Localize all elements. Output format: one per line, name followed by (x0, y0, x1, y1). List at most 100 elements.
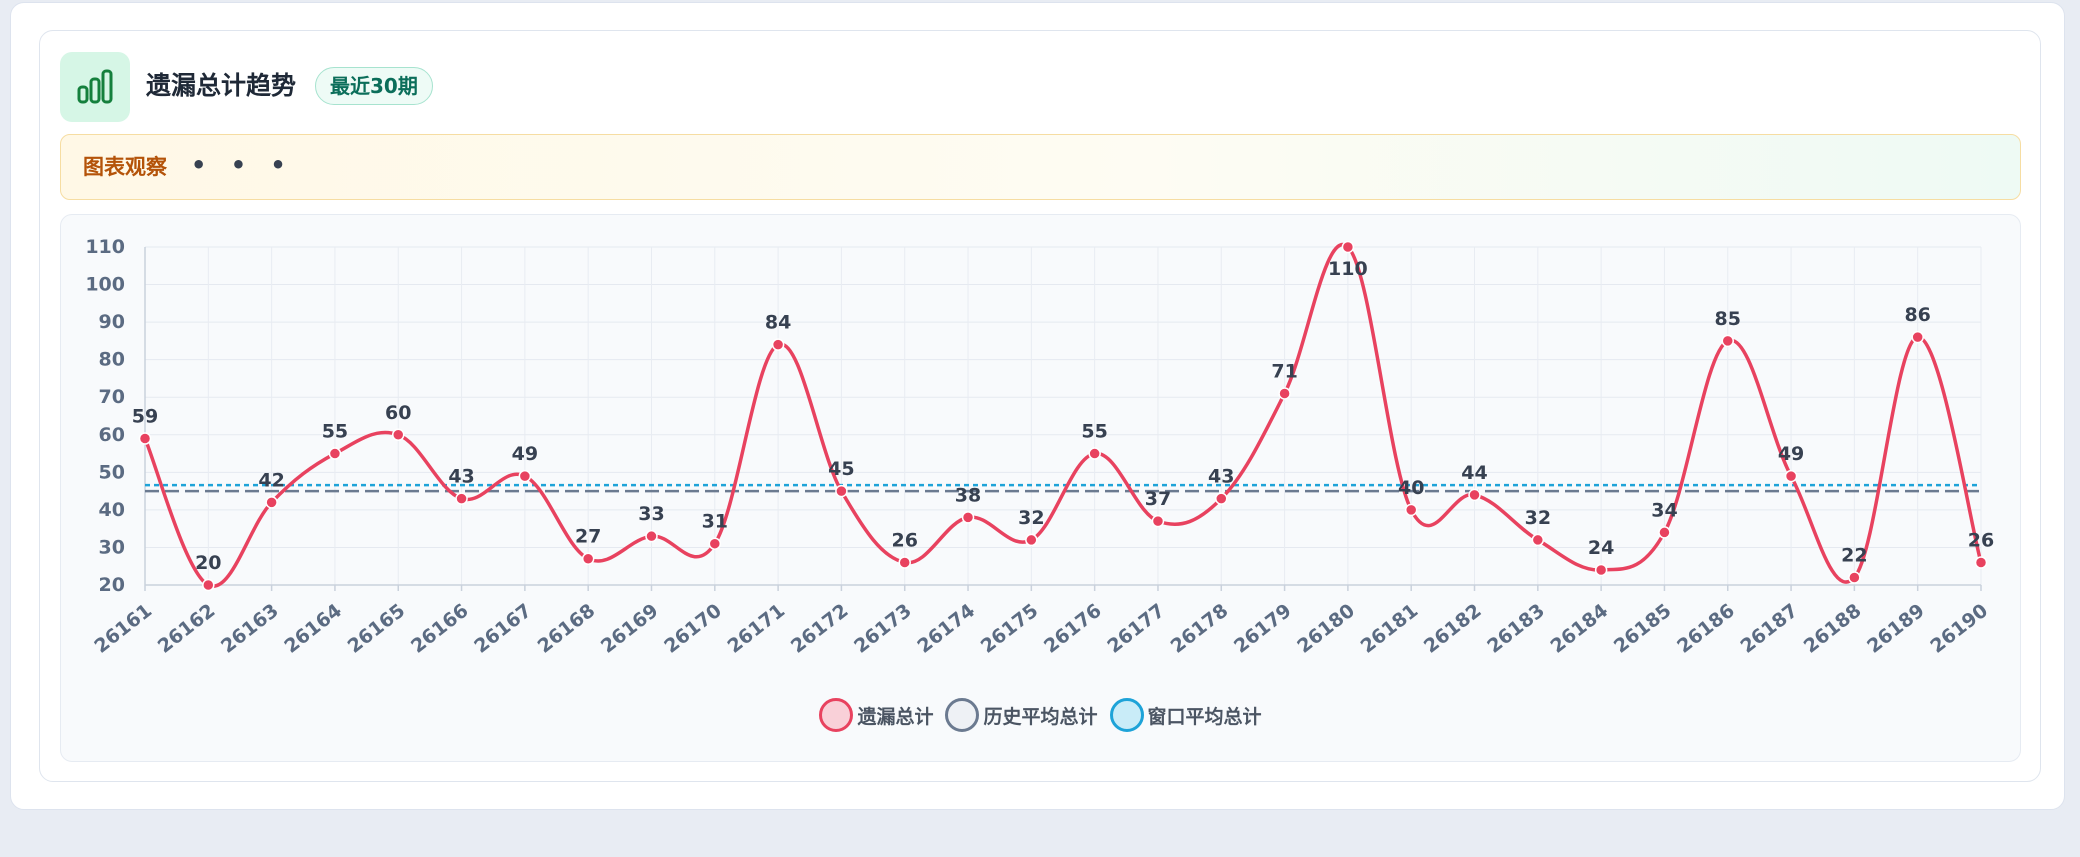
y-tick-label: 100 (85, 274, 125, 296)
data-point (1531, 533, 1545, 547)
x-tick-label: 26178 (1167, 600, 1233, 658)
data-point (961, 511, 975, 524)
data-point (328, 447, 342, 460)
data-point (1911, 330, 1924, 344)
data-label: 27 (575, 526, 601, 548)
data-point (518, 469, 532, 483)
data-point (1151, 514, 1165, 528)
data-point (138, 432, 152, 445)
x-tick-label: 26183 (1483, 600, 1549, 658)
legend-swatch-window-avg (1109, 698, 1144, 732)
chart-title: 遗漏总计趋势 (146, 71, 297, 100)
data-label: 60 (385, 402, 411, 424)
x-tick-label: 26170 (660, 600, 726, 658)
data-label: 42 (258, 469, 284, 491)
x-tick-label: 26189 (1863, 600, 1929, 658)
more-dots-icon[interactable]: • • • (191, 151, 294, 179)
x-tick-label: 26179 (1230, 600, 1296, 658)
x-tick-label: 26167 (470, 600, 536, 658)
x-tick-label: 26165 (344, 600, 410, 658)
data-label: 32 (1018, 507, 1044, 529)
y-tick-label: 70 (99, 386, 125, 408)
data-label: 55 (322, 421, 348, 443)
data-point (1088, 447, 1101, 460)
data-point (1721, 334, 1735, 348)
data-point (771, 338, 785, 351)
data-label: 34 (1651, 499, 1677, 521)
data-label: 55 (1081, 421, 1107, 443)
observation-label: 图表观察 (83, 155, 167, 179)
data-label: 26 (891, 529, 917, 551)
chart-legend: 遗漏总计 历史平均总计 窗口平均总计 (61, 693, 2020, 737)
series-line-total (143, 242, 1983, 588)
bar-chart-icon (60, 52, 130, 122)
x-tick-label: 26190 (1926, 600, 1992, 658)
y-tick-label: 30 (99, 536, 125, 558)
data-point (645, 529, 658, 543)
data-label: 31 (702, 511, 728, 533)
data-label: 24 (1588, 537, 1614, 559)
data-point (1215, 492, 1228, 505)
legend-swatch-total (819, 698, 854, 732)
x-tick-label: 26169 (597, 600, 663, 658)
y-tick-label: 90 (99, 311, 125, 333)
x-tick-label: 26171 (724, 600, 790, 658)
legend-label-history-avg: 历史平均总计 (983, 705, 1098, 728)
data-label: 84 (765, 312, 791, 334)
y-tick-label: 20 (99, 574, 125, 596)
legend-item-history-avg[interactable]: 历史平均总计 (945, 698, 1098, 732)
data-point (1025, 533, 1038, 547)
x-tick-label: 26161 (90, 600, 156, 658)
data-point (1974, 556, 1988, 569)
data-label: 38 (955, 484, 981, 506)
x-tick-label: 26181 (1357, 600, 1423, 658)
data-label: 43 (448, 466, 474, 488)
data-point (1341, 240, 1355, 254)
chart-area: 20 30 40 50 60 70 80 90 100 110 26161 26162 26163 261… (60, 214, 2021, 762)
chart-observation-panel[interactable]: 图表观察 • • • (60, 134, 2021, 200)
x-tick-label: 26177 (1103, 600, 1169, 658)
data-label: 20 (195, 552, 221, 574)
y-tick-label: 60 (99, 424, 125, 446)
x-tick-label: 26176 (1040, 600, 1106, 658)
data-point (265, 496, 278, 509)
data-point (898, 556, 911, 569)
x-tick-label: 26168 (534, 600, 600, 658)
legend-swatch-history-avg (945, 698, 980, 732)
x-tick-label: 26173 (850, 600, 916, 658)
data-point (1404, 503, 1418, 517)
x-tick-label: 26162 (154, 600, 220, 658)
data-label: 33 (638, 503, 664, 525)
data-label: 49 (1778, 443, 1804, 465)
x-tick-label: 26184 (1547, 600, 1613, 658)
y-tick-label: 50 (99, 461, 125, 483)
x-tick-label: 26172 (787, 600, 853, 658)
data-label: 86 (1904, 304, 1930, 326)
data-point (1658, 526, 1671, 539)
data-label: 49 (512, 443, 538, 465)
legend-item-total[interactable]: 遗漏总计 (819, 698, 933, 732)
data-point (835, 484, 848, 498)
data-point (455, 492, 468, 505)
x-tick-label: 26163 (217, 600, 283, 658)
data-label: 45 (828, 458, 854, 480)
data-label: 44 (1461, 462, 1487, 484)
data-point (1594, 563, 1608, 577)
data-label: 43 (1208, 466, 1234, 488)
x-tick-label: 26182 (1420, 600, 1486, 658)
legend-item-window-avg[interactable]: 窗口平均总计 (1109, 698, 1262, 732)
legend-label-window-avg: 窗口平均总计 (1147, 705, 1262, 728)
data-point (391, 428, 405, 442)
data-label: 85 (1715, 308, 1741, 330)
x-tick-label: 26180 (1293, 600, 1359, 658)
data-label: 32 (1525, 507, 1551, 529)
y-tick-label: 80 (99, 349, 125, 371)
line-chart: 2030405060708090100110261612616226163261… (85, 236, 1994, 658)
x-tick-label: 26187 (1737, 600, 1803, 658)
data-point (581, 552, 595, 565)
x-tick-label: 26174 (913, 600, 979, 658)
period-badge[interactable]: 最近30期 (315, 67, 433, 105)
x-tick-label: 26188 (1800, 600, 1866, 658)
data-label: 110 (1328, 258, 1368, 280)
data-label: 59 (132, 406, 158, 428)
